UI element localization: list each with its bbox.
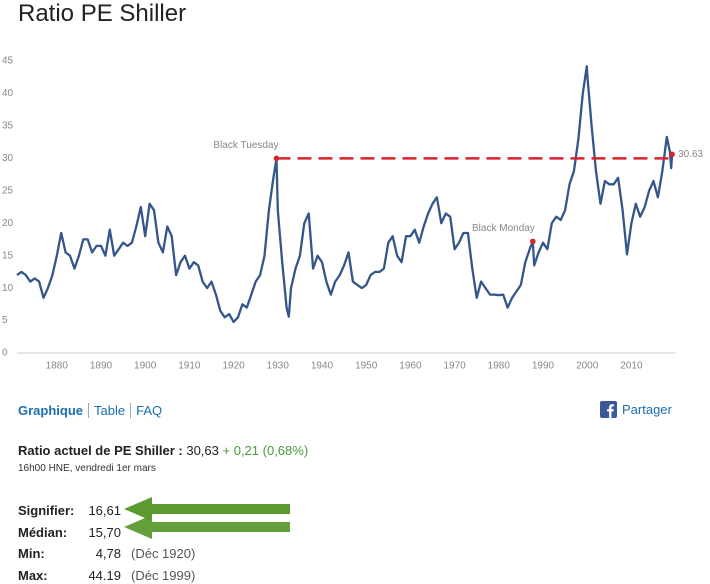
chart: 0 5 10 15 20 25 30 35 40 45 1880 1890 1900 1910 1920 19…: [2, 56, 704, 372]
annotation-point: [530, 238, 536, 245]
y-tick-label: 45: [2, 56, 14, 67]
x-tick-label: 1940: [311, 361, 334, 372]
x-tick-label: 1930: [267, 361, 290, 372]
tab-link[interactable]: Table: [89, 403, 132, 418]
stat-label: Max:: [18, 567, 48, 583]
y-tick-label: 20: [2, 218, 14, 229]
y-tick-label: 5: [2, 315, 8, 326]
x-tick-label: 1990: [532, 361, 555, 372]
y-tick-label: 40: [2, 88, 14, 99]
x-tick-label: 1960: [399, 361, 422, 372]
stat-value: 16,61: [88, 503, 121, 518]
stat-value: 15,70: [88, 524, 121, 540]
y-tick-label: 35: [2, 121, 14, 132]
line: [16, 65, 674, 324]
y-tick-label: 15: [2, 250, 14, 261]
y-tick-label: 0: [2, 348, 8, 359]
x-tick-label: 1910: [178, 361, 201, 372]
timestamp: 16h00 HNE, vendredi 1er mars: [18, 463, 156, 474]
stat-label: Min:: [18, 546, 45, 561]
x-tick-label: 1920: [222, 361, 245, 372]
x-tick-label: 1890: [90, 361, 113, 372]
x-tick-label: 2000: [576, 361, 599, 372]
stat-date: (Déc 1999): [131, 567, 196, 583]
facebook-icon: [600, 401, 617, 418]
x-tick-label: 1950: [355, 361, 378, 372]
current-change: + 0,21 (0,68%): [222, 443, 309, 458]
y-tick-label: 25: [2, 185, 14, 196]
tabs: Graphique Table FAQ: [18, 402, 162, 420]
x-tick-label: 1880: [46, 361, 69, 372]
share-label: Partager: [622, 402, 672, 417]
annotation-point: [669, 151, 675, 158]
current-label: Ratio actuel de PE Shiller :: [18, 443, 183, 458]
stat-value: 44.19: [88, 567, 121, 583]
tab-link[interactable]: Graphique: [18, 403, 90, 418]
tab-link[interactable]: FAQ: [136, 403, 163, 418]
x-tick-label: 1970: [443, 361, 466, 372]
title: Ratio PE Shiller: [18, 0, 187, 27]
annotation-label: Black Tuesday: [213, 140, 278, 151]
share[interactable]: Partager: [600, 401, 672, 418]
x-tick-label: 2010: [620, 361, 643, 372]
annotation-label: 30.63: [678, 149, 703, 160]
arrows: [124, 497, 290, 539]
x-tick-label: 1980: [488, 361, 511, 372]
stat-label: Signifier:: [18, 503, 75, 518]
stat-date: (Déc 1920): [131, 546, 196, 561]
current-value: 30,63: [186, 443, 219, 458]
x-tick-label: 1900: [134, 361, 157, 372]
stat-value: 4,78: [95, 546, 121, 561]
y-tick-label: 10: [2, 283, 14, 294]
annotation-point: [273, 155, 280, 162]
y-tick-label: 30: [2, 153, 14, 164]
annotation-label: Black Monday: [472, 223, 535, 234]
current-ratio: Ratio actuel de PE Shiller : 30,63 + 0,2…: [18, 443, 308, 458]
stat-label: Médian:: [18, 524, 68, 540]
